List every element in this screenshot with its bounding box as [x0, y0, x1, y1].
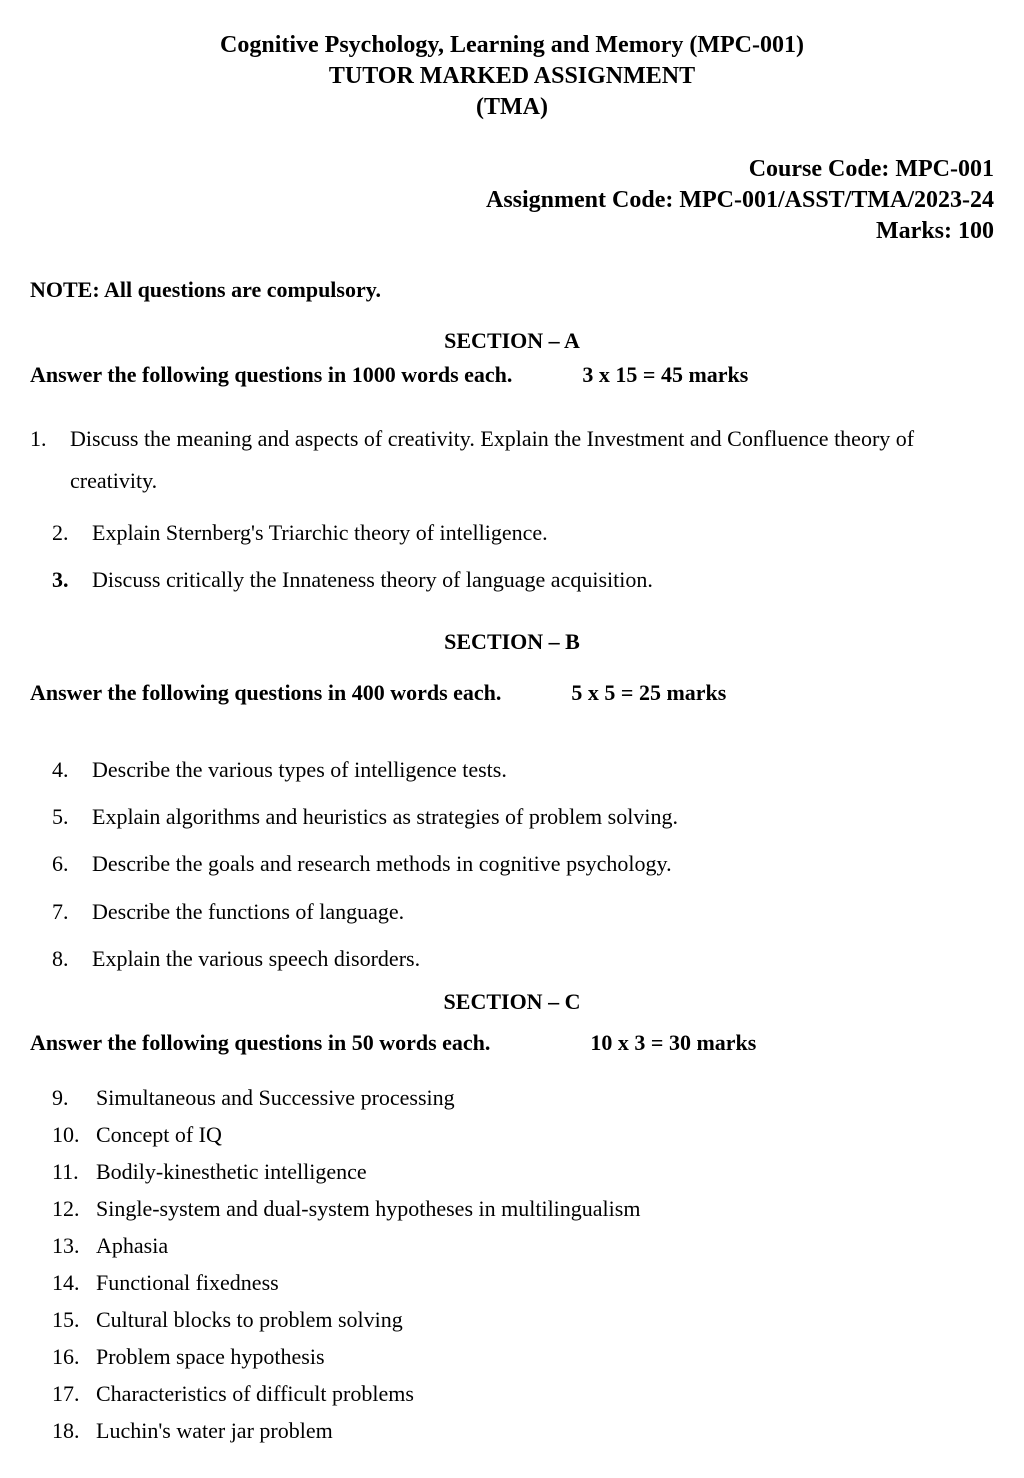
question-9: 9. Simultaneous and Successive processin…: [52, 1081, 994, 1114]
question-num: 3.: [52, 561, 92, 598]
question-3: 3. Discuss critically the Innateness the…: [52, 561, 994, 598]
question-num: 12.: [52, 1192, 96, 1225]
question-text: Aphasia: [96, 1229, 994, 1262]
question-8: 8. Explain the various speech disorders.: [52, 940, 994, 977]
section-a-instruction: Answer the following questions in 1000 w…: [30, 362, 994, 388]
question-num: 8.: [52, 940, 92, 977]
question-text: Describe the functions of language.: [92, 893, 994, 930]
question-num: 10.: [52, 1118, 96, 1151]
question-num: 9.: [52, 1081, 96, 1114]
question-14: 14. Functional fixedness: [52, 1266, 994, 1299]
question-6: 6. Describe the goals and research metho…: [52, 845, 994, 882]
question-text: Luchin's water jar problem: [96, 1414, 994, 1447]
question-text: Single-system and dual-system hypotheses…: [96, 1192, 994, 1225]
section-b-instruction-text: Answer the following questions in 400 wo…: [30, 680, 501, 706]
question-7: 7. Describe the functions of language.: [52, 893, 994, 930]
title-line-3: (TMA): [476, 94, 548, 120]
question-num: 18.: [52, 1414, 96, 1447]
section-c-instruction-text: Answer the following questions in 50 wor…: [30, 1030, 490, 1056]
question-num: 15.: [52, 1303, 96, 1336]
question-text: Discuss critically the Innateness theory…: [92, 561, 994, 598]
question-18: 18. Luchin's water jar problem: [52, 1414, 994, 1447]
section-c-marks: 10 x 3 = 30 marks: [590, 1030, 756, 1056]
document-title: Cognitive Psychology, Learning and Memor…: [30, 30, 994, 124]
question-text: Problem space hypothesis: [96, 1340, 994, 1373]
section-c-instruction: Answer the following questions in 50 wor…: [30, 1030, 994, 1056]
question-1: 1. Discuss the meaning and aspects of cr…: [30, 418, 994, 502]
question-num: 14.: [52, 1266, 96, 1299]
question-num: 6.: [52, 845, 92, 882]
question-text: Simultaneous and Successive processing: [96, 1081, 994, 1114]
question-num: 1.: [30, 418, 70, 502]
question-4: 4. Describe the various types of intelli…: [52, 751, 994, 788]
total-marks: Marks: 100: [876, 218, 994, 244]
section-b-instruction: Answer the following questions in 400 wo…: [30, 680, 994, 706]
question-16: 16. Problem space hypothesis: [52, 1340, 994, 1373]
question-num: 16.: [52, 1340, 96, 1373]
question-num: 7.: [52, 893, 92, 930]
question-text: Discuss the meaning and aspects of creat…: [70, 418, 994, 502]
course-code: Course Code: MPC-001: [749, 156, 994, 182]
question-text: Explain the various speech disorders.: [92, 940, 994, 977]
title-line-2: TUTOR MARKED ASSIGNMENT: [329, 63, 695, 89]
section-a-instruction-text: Answer the following questions in 1000 w…: [30, 362, 512, 388]
question-text: Describe the goals and research methods …: [92, 845, 994, 882]
question-5: 5. Explain algorithms and heuristics as …: [52, 798, 994, 835]
question-text: Explain Sternberg's Triarchic theory of …: [92, 514, 994, 551]
question-15: 15. Cultural blocks to problem solving: [52, 1303, 994, 1336]
question-num: 2.: [52, 514, 92, 551]
question-text: Bodily-kinesthetic intelligence: [96, 1155, 994, 1188]
question-text: Explain algorithms and heuristics as str…: [92, 798, 994, 835]
question-text: Describe the various types of intelligen…: [92, 751, 994, 788]
question-num: 5.: [52, 798, 92, 835]
question-10: 10. Concept of IQ: [52, 1118, 994, 1151]
question-text: Characteristics of difficult problems: [96, 1377, 994, 1410]
question-11: 11. Bodily-kinesthetic intelligence: [52, 1155, 994, 1188]
assignment-code: Assignment Code: MPC-001/ASST/TMA/2023-2…: [486, 187, 994, 213]
question-13: 13. Aphasia: [52, 1229, 994, 1262]
question-text: Concept of IQ: [96, 1118, 994, 1151]
question-12: 12. Single-system and dual-system hypoth…: [52, 1192, 994, 1225]
question-num: 4.: [52, 751, 92, 788]
question-2: 2. Explain Sternberg's Triarchic theory …: [52, 514, 994, 551]
section-b-marks: 5 x 5 = 25 marks: [571, 680, 726, 706]
question-num: 11.: [52, 1155, 96, 1188]
title-line-1: Cognitive Psychology, Learning and Memor…: [220, 32, 804, 58]
course-info-block: Course Code: MPC-001 Assignment Code: MP…: [30, 154, 994, 248]
section-a-title: SECTION – A: [30, 328, 994, 354]
question-17: 17. Characteristics of difficult problem…: [52, 1377, 994, 1410]
question-num: 13.: [52, 1229, 96, 1262]
question-text: Functional fixedness: [96, 1266, 994, 1299]
compulsory-note: NOTE: All questions are compulsory.: [30, 277, 994, 303]
question-num: 17.: [52, 1377, 96, 1410]
section-c-title: SECTION – C: [30, 989, 994, 1015]
section-a-marks: 3 x 15 = 45 marks: [582, 362, 748, 388]
section-b-title: SECTION – B: [30, 629, 994, 655]
question-text: Cultural blocks to problem solving: [96, 1303, 994, 1336]
